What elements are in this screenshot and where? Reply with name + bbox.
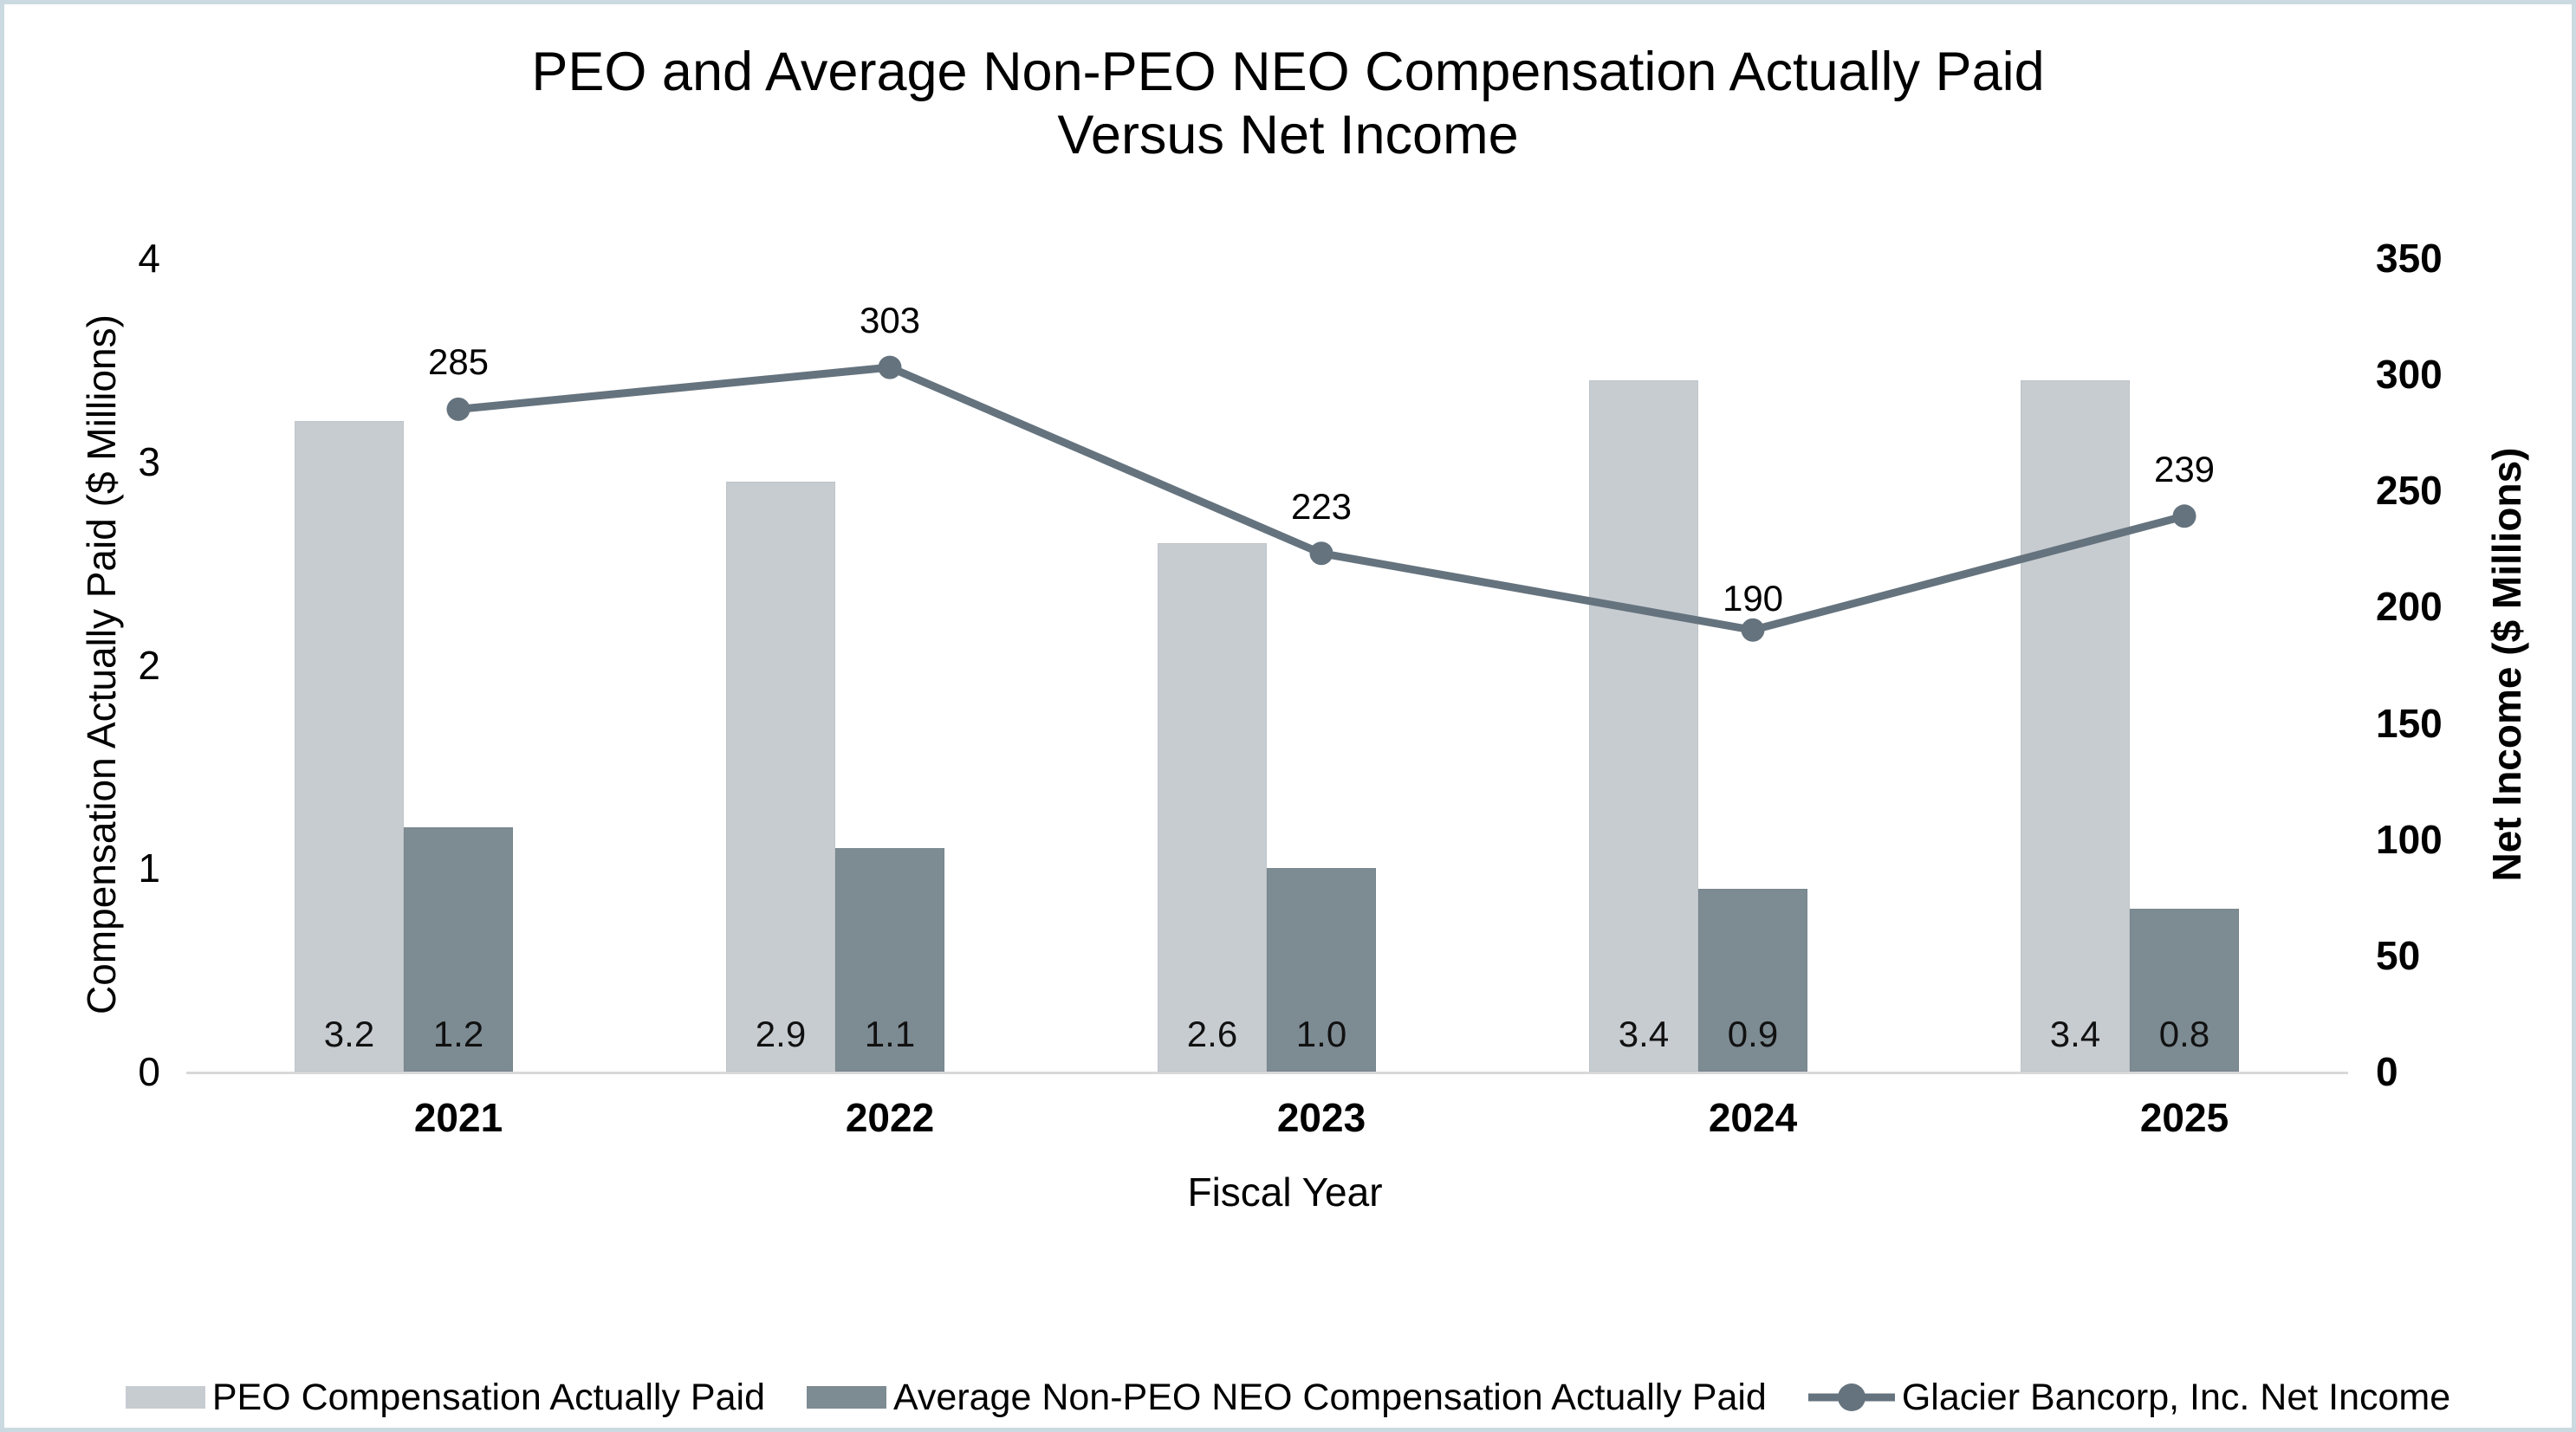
right-axis-tick-label: 300: [2376, 352, 2443, 398]
x-category-label: 2025: [2139, 1095, 2229, 1140]
bar-value-label: 2.9: [755, 1014, 807, 1054]
net-income-point: [878, 355, 902, 379]
bar-value-label: 3.2: [323, 1014, 375, 1054]
x-category-label: 2022: [845, 1095, 935, 1140]
right-axis-tick-label: 150: [2376, 700, 2443, 746]
bar-value-label: 3.4: [1618, 1014, 1670, 1054]
bar-value-label: 0.8: [2158, 1014, 2210, 1054]
left-axis-tick-label: 2: [138, 642, 160, 688]
legend-item-label: Glacier Bancorp, Inc. Net Income: [1901, 1376, 2451, 1418]
right-axis-tick-label: 100: [2376, 816, 2443, 862]
legend-item: Glacier Bancorp, Inc. Net Income: [1807, 1376, 2451, 1419]
chart-title-line1: PEO and Average Non-PEO NEO Compensation…: [531, 42, 2045, 102]
neo-comp-bar: [1267, 868, 1376, 1072]
right-axis-tick-label: 0: [2376, 1049, 2398, 1094]
line-value-label: 285: [427, 341, 490, 383]
left-axis-tick-label: 1: [138, 846, 160, 891]
chart-title: PEO and Average Non-PEO NEO Compensation…: [4, 41, 2572, 167]
legend: PEO Compensation Actually Paid Average No…: [4, 1375, 2572, 1420]
peo-comp-bar: [2021, 379, 2130, 1072]
legend-item-label: Average Non-PEO NEO Compensation Actuall…: [893, 1376, 1767, 1418]
right-axis-tick-label: 350: [2376, 236, 2443, 281]
right-axis-tick-label: 50: [2376, 932, 2421, 978]
peo-comp-bar: [726, 482, 835, 1072]
bar-value-label: 1.0: [1295, 1014, 1347, 1054]
legend-item: PEO Compensation Actually Paid: [125, 1376, 765, 1419]
bar-value-label: 2.6: [1186, 1014, 1238, 1054]
left-axis-tick-label: 0: [138, 1049, 160, 1094]
legend-line-marker: [1807, 1383, 1895, 1411]
line-value-label: 190: [1722, 578, 1784, 619]
chart-title-line2: Versus Net Income: [1057, 105, 1519, 165]
net-income-point: [2172, 504, 2196, 528]
neo-comp-bar: [404, 827, 513, 1072]
left-axis-tick-label: 3: [138, 438, 160, 484]
left-axis-tick-label: 4: [138, 236, 160, 281]
net-income-point: [1309, 541, 1333, 566]
right-axis-title: Net Income ($ Millions): [2484, 447, 2529, 882]
legend-item: Average Non-PEO NEO Compensation Actuall…: [807, 1377, 1767, 1419]
peo-comp-bar: [295, 420, 404, 1072]
bar-value-label: 1.1: [864, 1014, 916, 1054]
bar-value-label: 0.9: [1727, 1014, 1779, 1054]
peo-comp-bar: [1589, 379, 1698, 1072]
neo-comp-bar: [2130, 909, 2239, 1072]
bar-value-label: 1.2: [432, 1014, 484, 1054]
neo-comp-bar: [1698, 888, 1807, 1072]
line-value-label: 239: [2153, 448, 2216, 489]
x-category-label: 2021: [413, 1095, 503, 1140]
right-axis-tick-label: 200: [2376, 584, 2443, 630]
bar-value-label: 3.4: [2049, 1014, 2101, 1054]
peo-comp-bar: [1158, 542, 1267, 1072]
x-axis-line: [186, 1072, 2348, 1074]
right-axis-tick-label: 250: [2376, 468, 2443, 514]
line-value-label: 303: [859, 300, 921, 341]
net-income-point: [1741, 618, 1765, 642]
legend-item-label: PEO Compensation Actually Paid: [211, 1376, 765, 1418]
net-income-point: [446, 397, 470, 421]
legend-bar-swatch: [125, 1386, 205, 1409]
line-value-label: 223: [1290, 485, 1353, 527]
legend-bar-swatch: [807, 1386, 886, 1409]
neo-comp-bar: [835, 847, 944, 1072]
x-category-label: 2023: [1276, 1095, 1366, 1140]
x-axis-label: Fiscal Year: [1187, 1170, 1383, 1215]
x-category-label: 2024: [1708, 1095, 1798, 1140]
